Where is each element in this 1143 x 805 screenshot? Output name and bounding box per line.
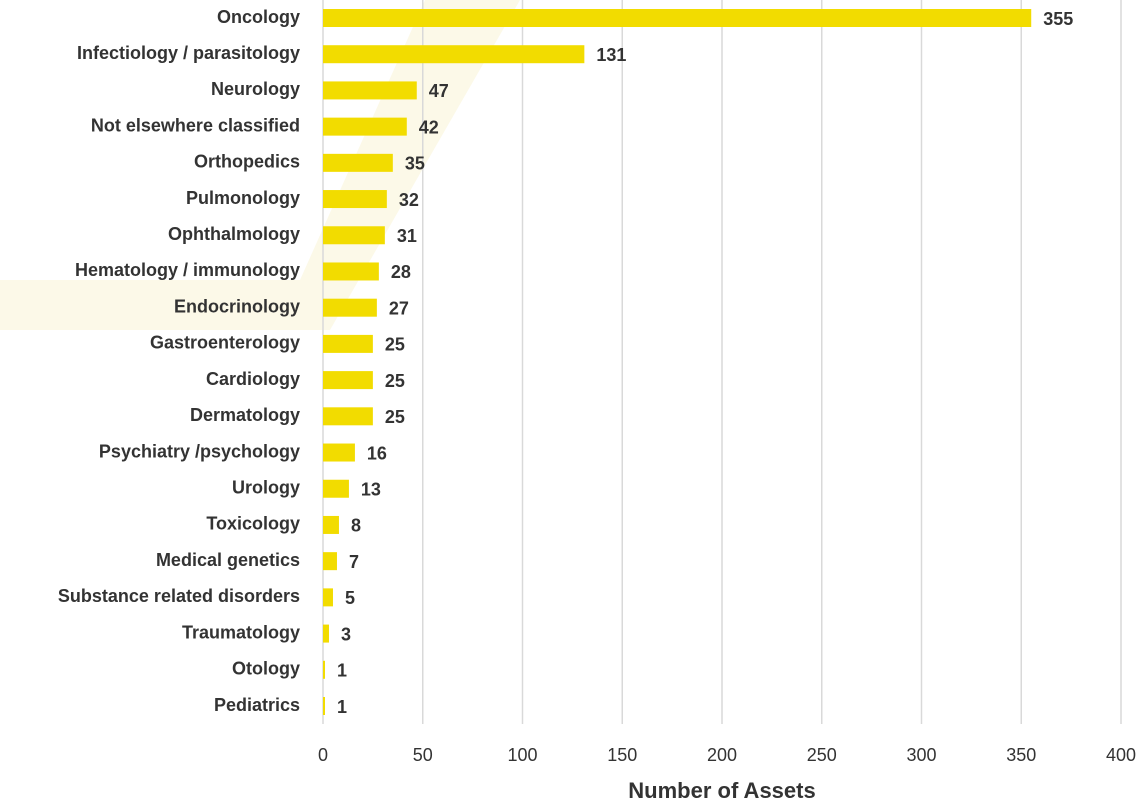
bar <box>323 153 393 172</box>
bar <box>323 407 373 426</box>
x-tick-label: 0 <box>318 745 328 765</box>
y-tick-label: Cardiology <box>206 369 300 389</box>
data-label: 131 <box>596 45 626 65</box>
data-label: 28 <box>391 262 411 282</box>
y-tick-label: Hematology / immunology <box>75 260 300 280</box>
data-label: 35 <box>405 154 425 174</box>
data-label: 3 <box>341 624 351 644</box>
bar <box>323 190 387 209</box>
y-tick-label: Gastroenterology <box>150 333 300 353</box>
bar <box>323 697 325 715</box>
y-tick-label: Substance related disorders <box>58 586 300 606</box>
x-tick-label: 200 <box>707 745 737 765</box>
data-label: 7 <box>349 552 359 572</box>
bar <box>323 479 349 498</box>
data-label: 42 <box>419 117 439 137</box>
x-tick-label: 300 <box>906 745 936 765</box>
y-tick-label: Pediatrics <box>214 695 300 715</box>
y-tick-label: Neurology <box>211 79 300 99</box>
y-tick-label: Infectiology / parasitology <box>77 43 300 63</box>
bar <box>323 371 373 390</box>
y-tick-label: Toxicology <box>206 514 300 534</box>
y-tick-label: Ophthalmology <box>168 224 300 244</box>
bar <box>323 298 377 317</box>
bar <box>323 588 333 607</box>
bar <box>323 117 407 136</box>
x-tick-label: 150 <box>607 745 637 765</box>
x-tick-label: 50 <box>413 745 433 765</box>
data-label: 47 <box>429 81 449 101</box>
bar <box>323 226 385 245</box>
x-axis-title: Number of Assets <box>628 778 815 803</box>
y-tick-label: Not elsewhere classified <box>91 115 300 135</box>
y-tick-label: Oncology <box>217 7 300 27</box>
y-tick-label: Pulmonology <box>186 188 300 208</box>
y-tick-label: Urology <box>232 477 300 497</box>
bar <box>323 45 585 64</box>
data-label: 31 <box>397 226 417 246</box>
y-tick-label: Psychiatry /psychology <box>99 441 300 461</box>
data-label: 32 <box>399 190 419 210</box>
x-tick-label: 250 <box>807 745 837 765</box>
bar <box>323 262 379 281</box>
y-tick-label: Orthopedics <box>194 152 300 172</box>
y-tick-label: Dermatology <box>190 405 300 425</box>
data-label: 5 <box>345 588 355 608</box>
bar <box>323 660 325 679</box>
data-label: 13 <box>361 479 381 499</box>
bar <box>323 443 355 462</box>
y-tick-label: Endocrinology <box>174 296 300 316</box>
data-label: 25 <box>385 371 405 391</box>
data-label: 1 <box>337 697 347 717</box>
data-label: 8 <box>351 516 361 536</box>
x-tick-label: 100 <box>507 745 537 765</box>
data-label: 16 <box>367 443 387 463</box>
data-label: 355 <box>1043 9 1073 29</box>
x-tick-label: 400 <box>1106 745 1136 765</box>
bar <box>323 515 339 534</box>
data-label: 25 <box>385 407 405 427</box>
grid: 0 50 100 150 200 250 300 350 400 <box>318 0 1136 765</box>
y-tick-label: Medical genetics <box>156 550 300 570</box>
data-label: 25 <box>385 335 405 355</box>
y-tick-label: Otology <box>232 659 300 679</box>
x-tick-label: 350 <box>1006 745 1036 765</box>
data-label: 1 <box>337 661 347 681</box>
bar <box>323 334 373 353</box>
data-label: 27 <box>389 298 409 318</box>
y-tick-label: Traumatology <box>182 622 300 642</box>
bar <box>323 81 417 100</box>
bar <box>323 9 1032 27</box>
bar <box>323 624 329 643</box>
bar <box>323 552 337 571</box>
